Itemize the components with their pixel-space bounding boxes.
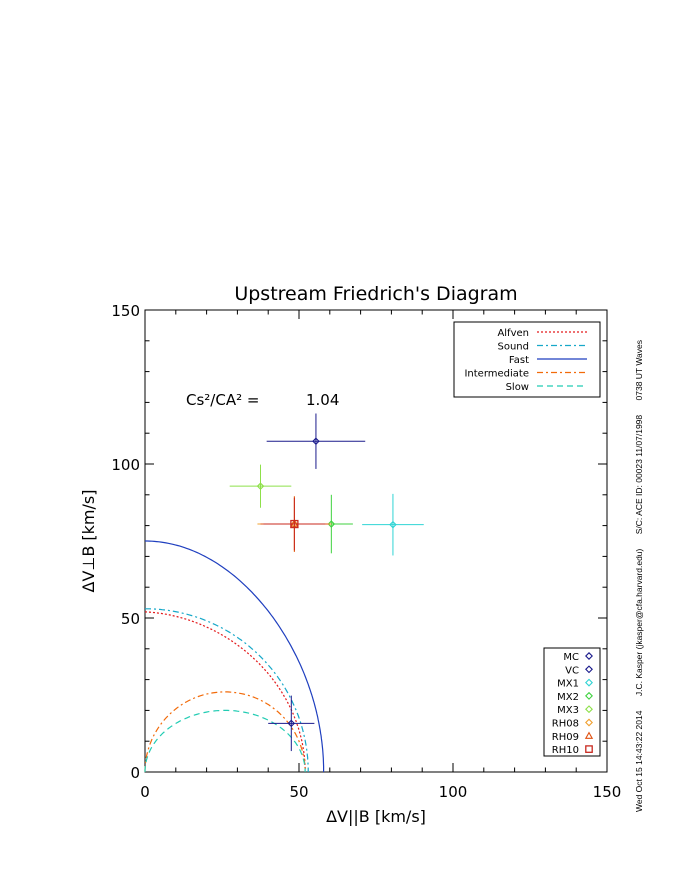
point-legend-label: RH10 (552, 745, 579, 756)
point-legend-marker (585, 678, 593, 687)
x-tick-label: 150 (593, 783, 622, 801)
speed-ratio-label: Cs²/CA² = (186, 391, 259, 409)
speed-ratio-value: 1.04 (306, 391, 339, 409)
y-tick-label: 0 (130, 764, 140, 782)
curve-slow (144, 709, 306, 773)
side-note: Wed Oct 15 14:43:22 2014 J.C. Kasper (jk… (634, 328, 644, 812)
curve-legend: Alfven Sound Fast Intermediate Slow (453, 321, 601, 398)
y-tick-label: 50 (121, 610, 140, 628)
x-axis-label: ΔV||B [km/s] (326, 807, 426, 826)
point-marker (290, 519, 299, 529)
curve-legend-label: Sound (498, 342, 530, 353)
point-legend-label: MX2 (557, 692, 579, 703)
curve-legend-label: Slow (506, 382, 529, 393)
speed-ratio-annotation: Cs²/CA² = 1.04 (186, 391, 339, 409)
point-legend-label: MX3 (557, 705, 579, 716)
point-marker (389, 520, 397, 529)
chart-title: Upstream Friedrich's Diagram (234, 283, 517, 305)
curve-intermediate (144, 691, 306, 773)
curve-sound (145, 608, 309, 772)
point-legend-marker (585, 652, 593, 660)
point-legend-label: RH08 (552, 719, 579, 730)
x-tick-label: 0 (140, 783, 150, 801)
side-note-author: J.C. Kasper (jkasper@cfa.harvard.edu) (634, 548, 644, 697)
y-tick-label: 150 (111, 302, 140, 320)
point-legend-marker (584, 731, 594, 739)
x-tick-label: 100 (439, 783, 468, 801)
point-marker (312, 437, 320, 445)
axis-ticks: 0 50 100 150 0 50 100 150 (111, 302, 621, 801)
curve-alfven (144, 611, 306, 773)
point-legend-marker (585, 718, 593, 727)
point-legend-label: VC (565, 665, 579, 676)
point-rh10 (263, 497, 326, 551)
y-axis-label: ΔV⊥B [km/s] (79, 490, 98, 593)
point-mc (268, 695, 315, 752)
point-mx3 (229, 464, 292, 508)
side-note-time: 0738 UT Waves (634, 340, 644, 401)
point-legend-label: MC (563, 652, 579, 663)
point-legend-marker (585, 665, 593, 674)
side-note-timestamp: Wed Oct 15 14:43:22 2014 (634, 710, 644, 812)
curve-legend-label: Alfven (497, 328, 529, 339)
y-tick-label: 100 (111, 456, 140, 474)
point-marker (327, 520, 336, 528)
side-note-spacecraft: S/C: ACE ID: 00023 11/07/1998 (634, 414, 644, 535)
point-mx1 (362, 493, 424, 556)
point-legend-marker (585, 745, 593, 753)
curve-fast (145, 540, 325, 772)
x-tick-label: 50 (289, 783, 308, 801)
curve-legend-label: Fast (509, 355, 529, 366)
point-marker (287, 719, 296, 728)
data-points (229, 413, 424, 752)
point-legend: MC VC MX1 MX2 MX3 RH08 RH09 RH10 (543, 647, 601, 757)
point-legend-marker (585, 691, 593, 700)
point-legend-marker (585, 705, 593, 714)
curve-legend-label: Intermediate (464, 369, 529, 380)
point-vc (266, 413, 366, 469)
wave-curves (144, 540, 325, 773)
point-legend-label: RH09 (552, 732, 579, 743)
point-legend-label: MX1 (557, 679, 579, 690)
point-marker (256, 482, 265, 490)
